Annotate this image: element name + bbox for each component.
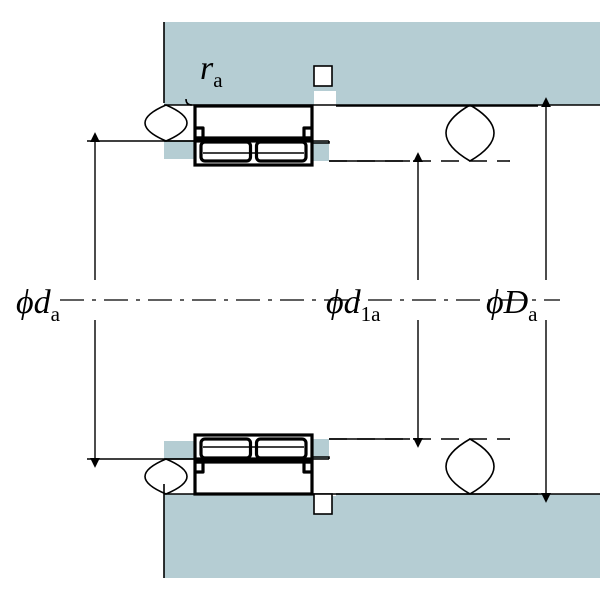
label-phi-d-1a: ϕd1a: [326, 284, 381, 327]
label-Da-sub: a: [528, 302, 537, 326]
label-r-a-main: r: [200, 50, 213, 87]
label-Da-phi: ϕ: [486, 284, 504, 321]
label-d1a-sub: 1a: [361, 302, 381, 326]
label-da-phi: ϕ: [16, 284, 34, 321]
label-r-a: ra: [200, 50, 223, 93]
label-phi-D-a: ϕDa: [486, 284, 538, 327]
label-da-main: d: [34, 284, 51, 321]
label-da-sub: a: [51, 302, 60, 326]
label-d1a-phi: ϕ: [326, 284, 344, 321]
bearing-section: [195, 66, 332, 514]
label-phi-d-a: ϕda: [16, 284, 60, 327]
label-Da-main: D: [504, 284, 529, 321]
label-d1a-main: d: [344, 284, 361, 321]
diagram-root: ra ϕda ϕd1a ϕDa: [0, 0, 600, 600]
label-r-a-sub: a: [213, 68, 222, 92]
